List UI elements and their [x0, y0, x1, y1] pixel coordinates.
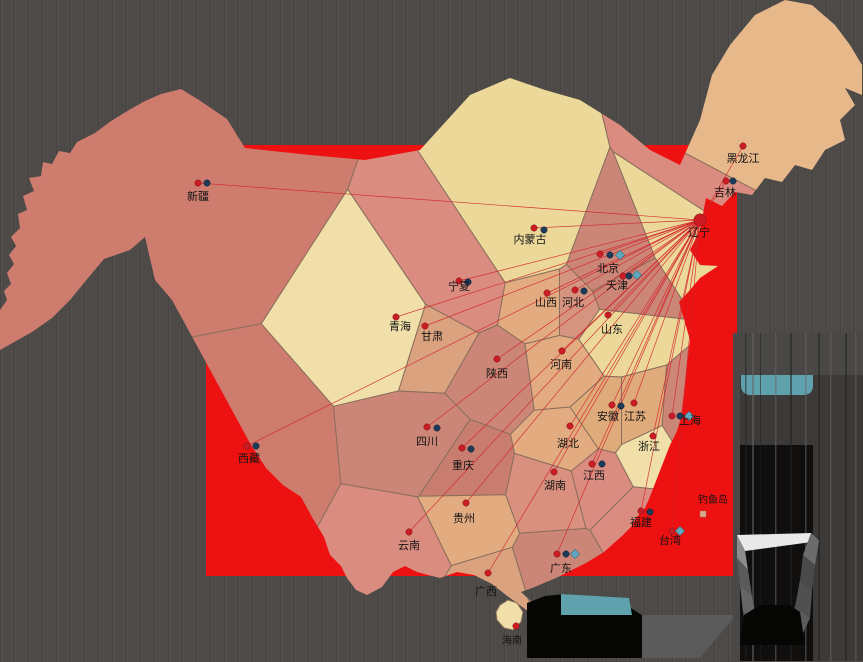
svg-text:江西: 江西 [583, 469, 605, 482]
svg-text:重庆: 重庆 [452, 458, 474, 472]
svg-text:江苏: 江苏 [624, 410, 646, 423]
svg-text:辽宁: 辽宁 [688, 225, 710, 239]
svg-text:海南: 海南 [502, 634, 522, 647]
svg-text:贵州: 贵州 [453, 512, 475, 525]
svg-text:新疆: 新疆 [187, 189, 209, 203]
svg-text:黑龙江: 黑龙江 [727, 152, 760, 165]
svg-text:吉林: 吉林 [714, 185, 736, 199]
svg-text:山东: 山东 [601, 323, 623, 336]
svg-text:湖北: 湖北 [557, 437, 579, 450]
svg-text:宁夏: 宁夏 [448, 279, 470, 293]
svg-text:四川: 四川 [416, 436, 438, 448]
svg-text:云南: 云南 [398, 539, 420, 552]
svg-text:广西: 广西 [475, 585, 497, 598]
svg-text:北京: 北京 [597, 261, 619, 275]
svg-text:陕西: 陕西 [486, 366, 508, 380]
svg-text:安徽: 安徽 [597, 409, 619, 423]
svg-text:河北: 河北 [562, 296, 584, 309]
svg-text:广东: 广东 [550, 562, 572, 575]
svg-text:上海: 上海 [679, 413, 701, 427]
svg-text:山西: 山西 [535, 296, 557, 309]
svg-text:西藏: 西藏 [238, 452, 260, 465]
svg-text:浙江: 浙江 [638, 440, 660, 453]
svg-text:台湾: 台湾 [659, 533, 681, 547]
svg-text:天津: 天津 [606, 279, 628, 292]
svg-text:钓鱼岛: 钓鱼岛 [698, 493, 728, 506]
svg-text:河南: 河南 [550, 358, 572, 371]
svg-text:湖南: 湖南 [544, 479, 566, 492]
svg-text:青海: 青海 [389, 319, 411, 333]
svg-text:福建: 福建 [630, 515, 652, 529]
svg-text:甘肃: 甘肃 [421, 330, 443, 343]
svg-text:内蒙古: 内蒙古 [514, 232, 547, 246]
